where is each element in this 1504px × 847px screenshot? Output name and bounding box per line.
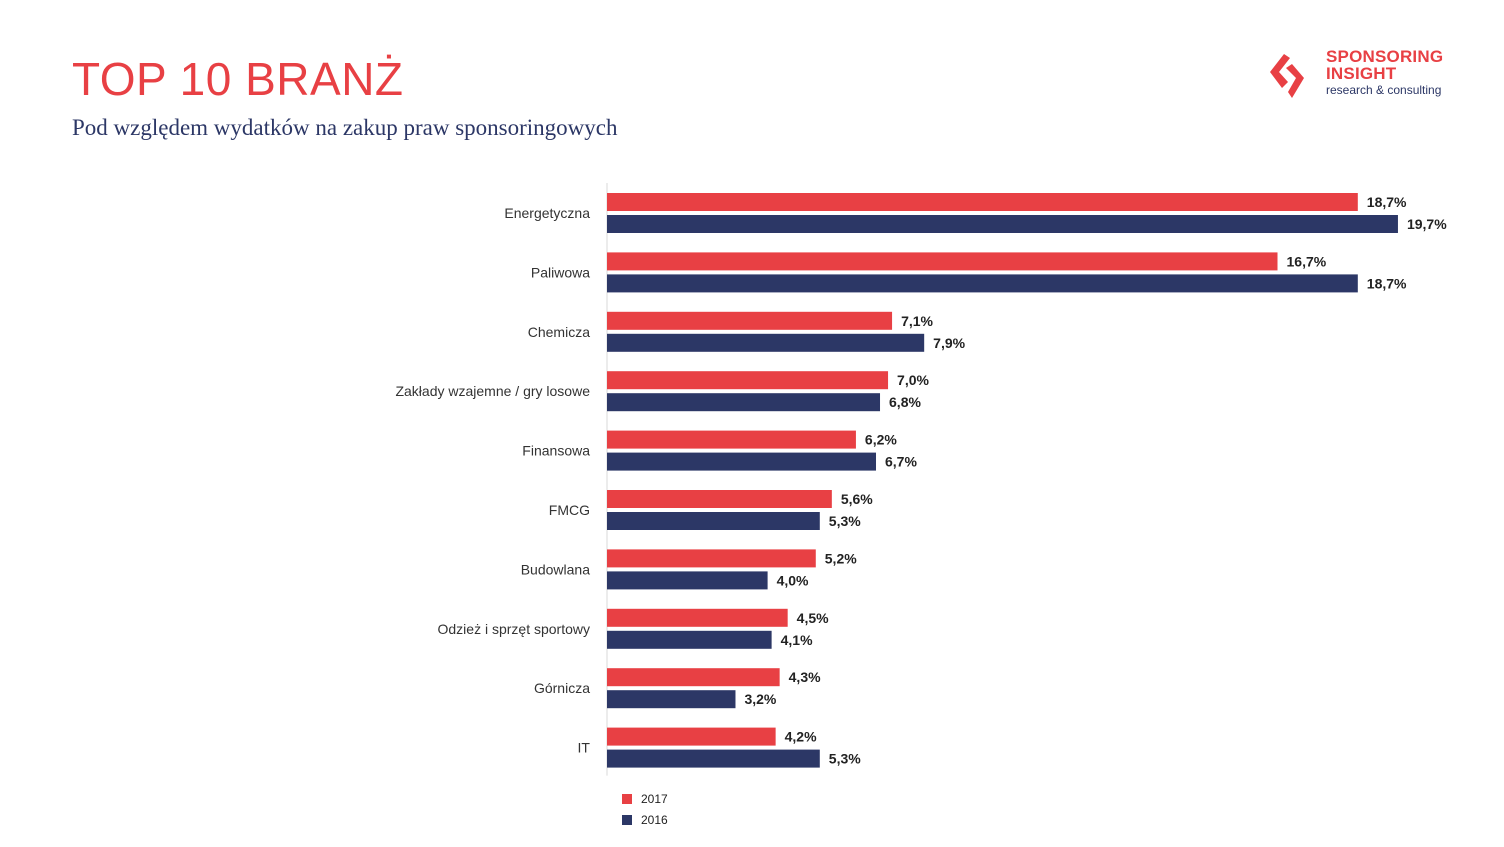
- legend-swatch-2016: [622, 814, 632, 825]
- data-label-2017: 7,0%: [897, 372, 929, 388]
- bar-2017: [607, 608, 788, 627]
- legend-label-2017: 2017: [641, 791, 668, 806]
- logo-s-mark-icon: [1270, 54, 1304, 98]
- bar-2016: [607, 215, 1398, 233]
- bar-2016: [607, 571, 768, 590]
- logo-text-line1: SPONSORING: [1326, 47, 1444, 66]
- bar-2016: [607, 630, 772, 649]
- data-label-2017: 7,1%: [901, 313, 933, 329]
- bar-2016: [607, 749, 820, 768]
- data-label-2017: 16,7%: [1287, 253, 1327, 269]
- category-label: Odzież i sprzęt sportowy: [438, 621, 591, 637]
- bar-2017: [607, 430, 856, 449]
- logo-text-line2: INSIGHT: [1326, 64, 1397, 83]
- category-label: Paliwowa: [531, 264, 590, 280]
- bar-2016: [607, 690, 736, 709]
- data-label-2016: 19,7%: [1407, 216, 1447, 232]
- category-label: Energetyczna: [504, 205, 590, 221]
- bar-2016: [607, 393, 881, 412]
- data-label-2016: 18,7%: [1367, 275, 1407, 291]
- legend-swatch-2017: [622, 793, 632, 804]
- sponsoring-insight-logo: SPONSORING INSIGHT research & consulting: [1262, 48, 1462, 104]
- data-label-2017: 4,2%: [785, 729, 817, 745]
- legend-label-2016: 2016: [641, 812, 668, 827]
- data-label-2016: 6,7%: [885, 454, 917, 470]
- page-title: TOP 10 BRANŻ: [72, 53, 404, 105]
- data-label-2017: 6,2%: [865, 432, 897, 448]
- category-label: Górnicza: [534, 680, 590, 696]
- bar-2017: [607, 549, 816, 568]
- data-label-2017: 5,6%: [841, 491, 873, 507]
- bar-2017: [607, 252, 1278, 271]
- bar-2016: [607, 274, 1358, 293]
- bar-2016: [607, 512, 820, 530]
- category-label: Zakłady wzajemne / gry losowe: [395, 383, 590, 399]
- category-label: FMCG: [549, 502, 590, 518]
- bar-2017: [607, 371, 889, 390]
- category-label: Finansowa: [522, 443, 590, 459]
- chart-legend: 2017 2016: [622, 788, 668, 830]
- bar-2016: [607, 452, 877, 471]
- bar-2017: [607, 490, 832, 508]
- data-label-2016: 6,8%: [889, 394, 921, 410]
- bar-2017: [607, 311, 893, 330]
- logo-text-line3: research & consulting: [1326, 83, 1442, 97]
- category-label: Budowlana: [521, 561, 590, 577]
- data-label-2016: 7,9%: [933, 335, 965, 351]
- category-label: IT: [578, 740, 591, 756]
- data-label-2017: 5,2%: [825, 550, 857, 566]
- page-subtitle: Pod względem wydatków na zakup praw spon…: [72, 115, 618, 140]
- data-label-2016: 5,3%: [829, 513, 861, 529]
- data-label-2017: 18,7%: [1367, 194, 1407, 210]
- bar-2016: [607, 333, 925, 352]
- data-label-2016: 4,1%: [781, 632, 813, 648]
- data-label-2016: 3,2%: [744, 691, 776, 707]
- data-label-2016: 4,0%: [777, 572, 809, 588]
- legend-item-2017: 2017: [622, 788, 668, 809]
- category-label: Chemicza: [528, 324, 590, 340]
- data-label-2016: 5,3%: [829, 751, 861, 767]
- bar-2017: [607, 727, 776, 746]
- bar-2017: [607, 193, 1358, 211]
- data-label-2017: 4,3%: [789, 669, 821, 685]
- legend-item-2016: 2016: [622, 809, 668, 830]
- data-label-2017: 4,5%: [797, 610, 829, 626]
- bar-2017: [607, 668, 780, 687]
